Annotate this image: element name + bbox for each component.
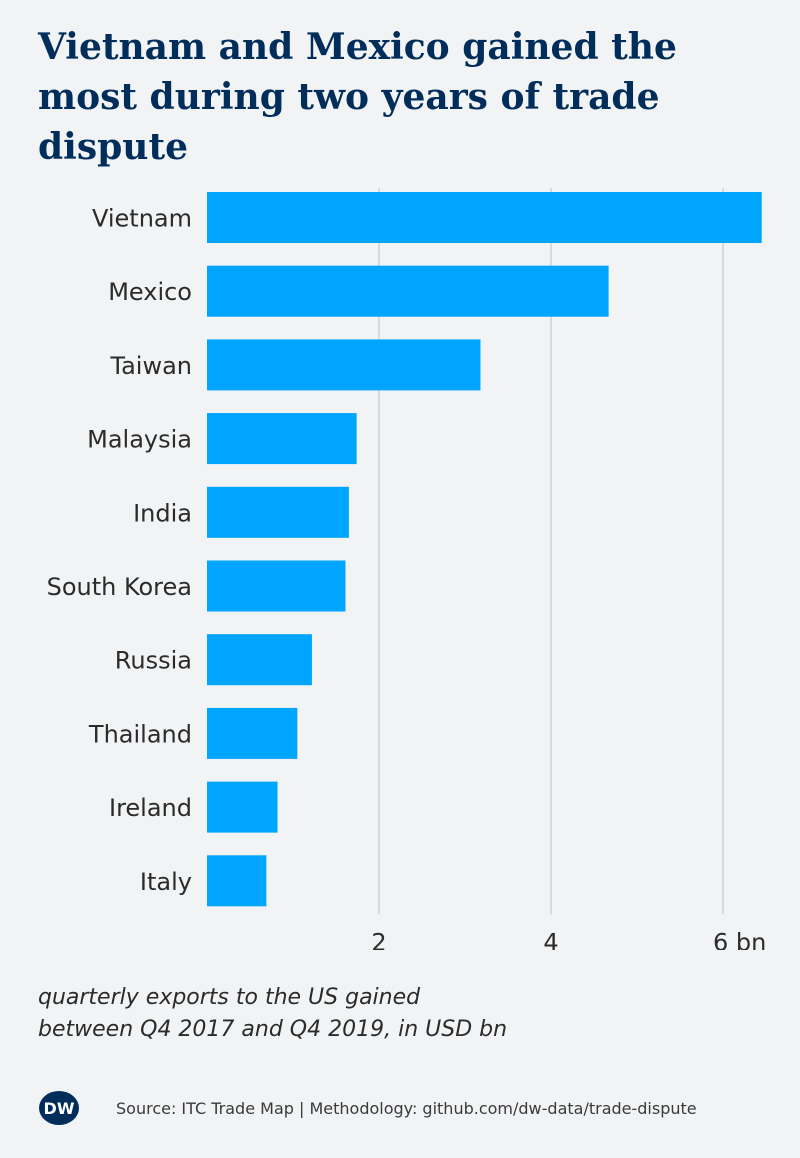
footer: DW Source: ITC Trade Map | Methodology: … xyxy=(38,1090,768,1126)
x-axis-ticks: 2 4 6 bn xyxy=(371,928,766,950)
source-text: Source: ITC Trade Map | Methodology: git… xyxy=(116,1098,697,1118)
bar-russia xyxy=(207,634,312,686)
dw-logo-text: DW xyxy=(44,1099,75,1118)
note-line-1: quarterly exports to the US gained xyxy=(38,985,421,1010)
category-label: Italy xyxy=(140,868,192,896)
bar-taiwan xyxy=(207,339,481,391)
chart-note: quarterly exports to the US gained betwe… xyxy=(38,982,758,1046)
chart-title: Vietnam and Mexico gained the most durin… xyxy=(38,26,677,168)
dw-logo-icon: DW xyxy=(39,1091,79,1125)
category-label: Mexico xyxy=(108,278,192,306)
bar-thailand xyxy=(207,707,298,759)
note-line-2: between Q4 2017 and Q4 2019, in USD bn xyxy=(38,1017,508,1042)
bar-india xyxy=(207,486,349,538)
bar-italy xyxy=(207,855,267,907)
bar-south-korea xyxy=(207,560,346,612)
category-label: Ireland xyxy=(109,794,192,822)
bar-chart: Vietnam Mexico Taiwan Malaysia India South Ko… xyxy=(47,188,766,950)
bar-vietnam xyxy=(207,192,762,243)
bar-mexico xyxy=(207,265,609,317)
bar-ireland xyxy=(207,781,278,833)
bar-malaysia xyxy=(207,413,357,465)
category-label: Malaysia xyxy=(87,426,192,454)
category-labels: Vietnam Mexico Taiwan Malaysia India South Ko… xyxy=(47,205,192,896)
x-tick-label: 2 xyxy=(371,928,386,950)
category-label: India xyxy=(133,499,192,527)
category-label: Vietnam xyxy=(92,205,192,233)
x-tick-label: 4 xyxy=(543,928,558,950)
category-label: South Korea xyxy=(47,573,192,601)
category-label: Russia xyxy=(115,647,192,675)
category-label: Thailand xyxy=(88,720,192,748)
x-tick-label: 6 bn xyxy=(713,928,766,950)
category-label: Taiwan xyxy=(109,352,192,380)
dw-logo: DW xyxy=(38,1090,80,1126)
bars xyxy=(207,192,762,907)
